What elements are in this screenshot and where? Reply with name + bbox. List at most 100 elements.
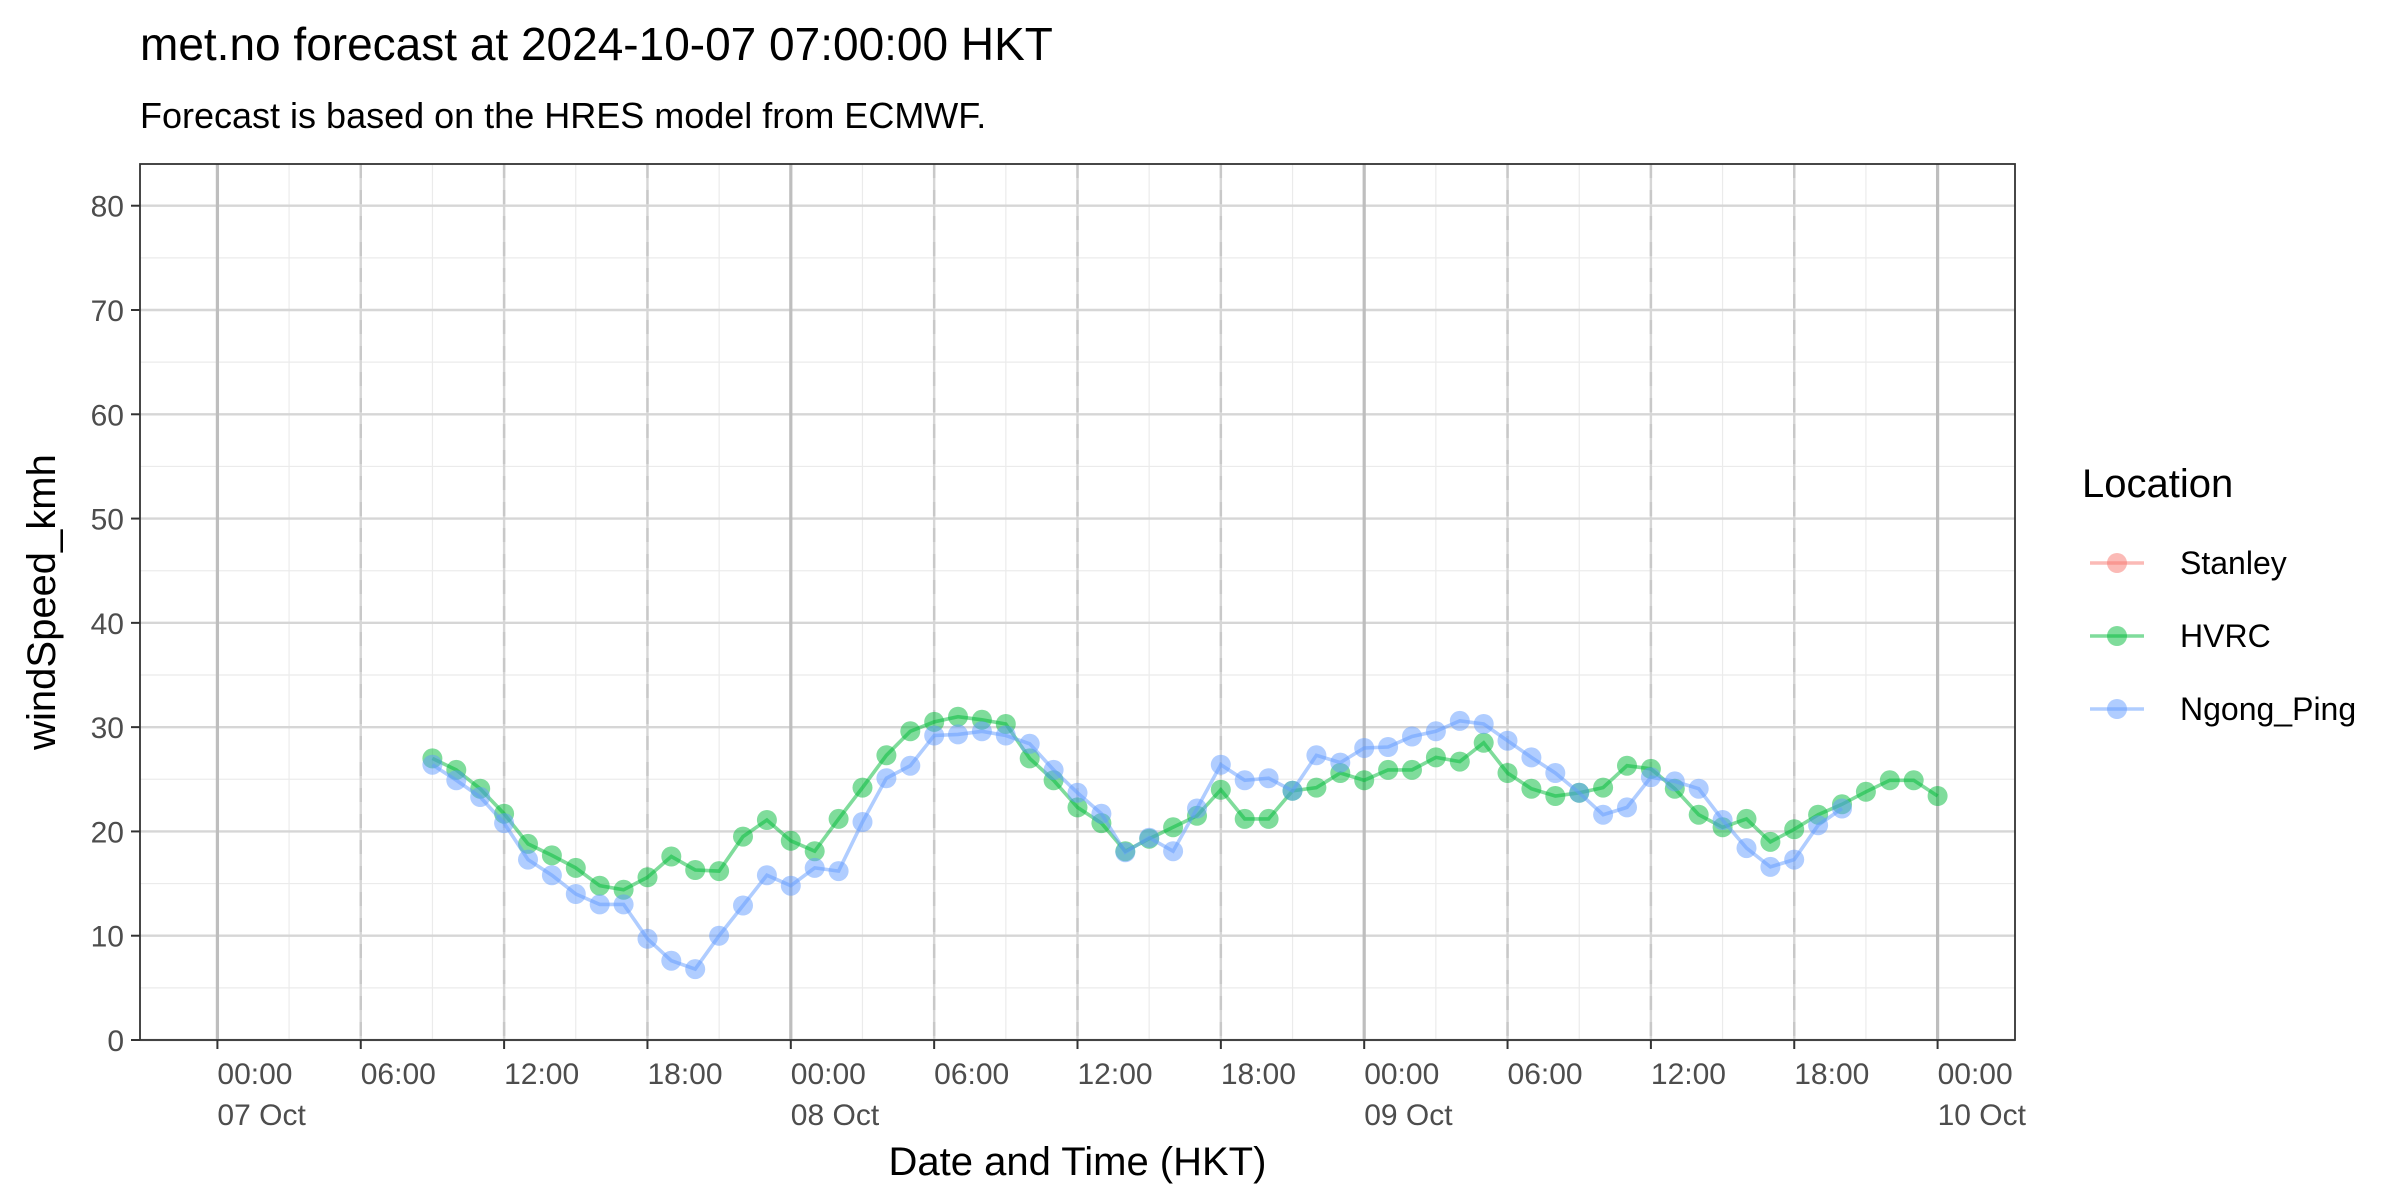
y-axis-title: windSpeed_kmh [20,454,64,751]
data-point [1043,759,1064,780]
data-point [565,857,586,878]
data-point [1378,759,1399,780]
data-point [1258,768,1279,789]
data-point [1879,770,1900,791]
data-point [1593,777,1614,798]
x-tick-label: 00:00 [1938,1058,2013,1091]
data-point [780,875,801,896]
data-point [685,860,706,880]
x-tick-date-label: 07 Oct [217,1099,306,1132]
data-point [1234,808,1255,829]
data-point [733,895,753,916]
data-point [1019,733,1040,754]
data-point [1402,726,1422,747]
legend-label: Stanley [2180,545,2287,581]
plot-area [139,163,2016,1042]
data-point [1210,779,1231,800]
data-point [1808,815,1829,836]
data-point [948,724,968,745]
legend-item-ngong-ping: Ngong_Ping [2090,691,2356,727]
x-tick-label: 06:00 [1508,1058,1583,1091]
data-point [876,745,897,766]
data-point [422,754,443,775]
legend-item-stanley: Stanley [2090,545,2287,581]
data-point [995,725,1016,746]
data-point [1664,771,1685,792]
data-point [1784,819,1805,840]
data-point [1425,721,1446,742]
legend-label: HVRC [2180,618,2271,654]
data-point [709,861,730,882]
data-point [661,950,682,971]
data-point [1354,738,1375,758]
y-tick-label: 20 [91,816,124,849]
data-point [1091,803,1112,824]
x-tick-label: 12:00 [1078,1058,1153,1091]
series [422,706,1948,980]
x-tick-label: 12:00 [504,1058,579,1091]
data-point [852,812,873,832]
data-point [637,928,658,949]
axes: 0 10 20 30 40 50 60 70 80 00:00 07 Oct 06:00 12:00 18… [91,191,2027,1132]
data-point [589,875,610,896]
data-point [828,861,849,882]
chart-subtitle: Forecast is based on the HRES model from… [140,95,986,136]
data-point [948,706,968,727]
legend-key-point [2107,553,2127,573]
data-point [1569,782,1590,803]
x-tick-label: 00:00 [1364,1058,1439,1091]
y-tick-label: 50 [91,504,124,537]
y-tick-label: 60 [91,399,124,432]
data-point [1855,781,1876,802]
x-tick-label: 06:00 [361,1058,436,1091]
data-point [828,808,849,829]
data-point [1163,817,1184,838]
data-point [1210,754,1231,775]
x-tick-label: 06:00 [934,1058,1009,1091]
legend-key-point [2107,626,2127,646]
data-point [1903,770,1924,791]
legend: Location Stanley HVRC Ngong_Ping [2082,462,2356,727]
x-tick-date-label: 10 Oct [1938,1099,2027,1132]
data-point [900,755,921,776]
data-point [1163,841,1184,862]
data-point [589,894,610,915]
data-point [1497,730,1518,751]
data-point [1593,804,1614,825]
data-point [1019,748,1040,769]
x-tick-label: 18:00 [1794,1058,1869,1091]
data-point [756,865,777,886]
data-point [1425,747,1446,768]
data-point [685,959,706,980]
x-tick-label: 00:00 [217,1058,292,1091]
data-point [709,925,730,946]
legend-item-hvrc: HVRC [2090,618,2271,654]
data-point [900,721,921,742]
data-point [1688,778,1709,799]
data-point [1760,856,1781,877]
data-point [613,879,634,900]
data-point [1736,838,1757,859]
data-point [780,830,801,851]
data-point [971,721,992,742]
data-point [1927,786,1948,806]
legend-label: Ngong_Ping [2180,691,2356,727]
x-tick-label: 18:00 [1221,1058,1296,1091]
x-tick-label: 18:00 [647,1058,722,1091]
data-point [1115,842,1136,863]
data-point [1449,751,1470,772]
data-point [470,787,491,807]
data-point [661,846,682,867]
data-point [1617,755,1637,776]
legend-title: Location [2082,462,2233,506]
data-point [1497,763,1518,783]
data-point [852,777,873,798]
data-point [1258,808,1279,829]
data-point [1521,778,1542,799]
data-point [1473,714,1494,734]
data-point [1449,710,1470,731]
y-tick-label: 70 [91,295,124,328]
data-point [804,841,825,862]
data-point [1521,747,1542,768]
x-axis-title: Date and Time (HKT) [889,1140,1267,1184]
